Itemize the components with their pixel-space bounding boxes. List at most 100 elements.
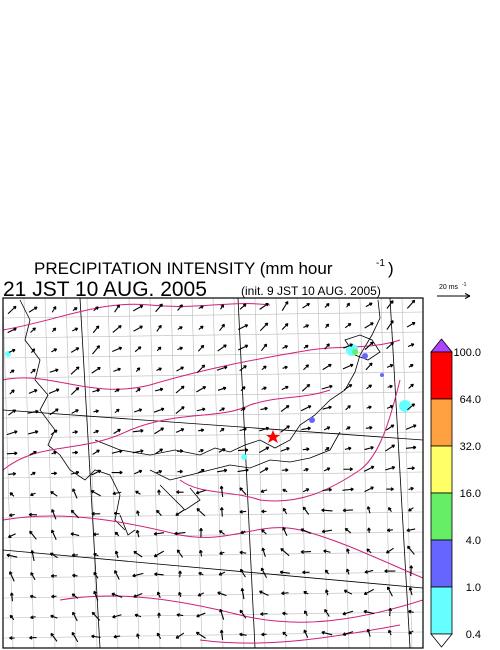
wind-arrow <box>50 573 57 578</box>
wind-arrow <box>177 304 183 311</box>
wind-arrow <box>153 550 165 558</box>
wind-arrow <box>133 325 143 332</box>
wind-arrow <box>132 428 144 433</box>
wind-arrow <box>386 341 394 350</box>
wind-arrow <box>385 466 396 471</box>
colorbar-label: 4.0 <box>466 535 481 547</box>
contour <box>199 624 401 644</box>
wind-arrow <box>28 512 38 517</box>
wind-arrow <box>8 513 15 517</box>
contour <box>3 303 271 331</box>
grid-line <box>3 298 14 648</box>
wind-arrow <box>303 629 309 638</box>
wind-arrow <box>71 593 79 599</box>
wind-arrow <box>51 306 57 313</box>
wind-arrow <box>237 468 249 473</box>
grid-line <box>3 431 423 439</box>
colorbar-label: 16.0 <box>460 488 481 500</box>
grid-line <box>3 451 423 459</box>
colorbar-box <box>430 445 453 494</box>
wind-arrow <box>112 325 122 333</box>
wind-arrow <box>388 607 393 617</box>
wind-arrow <box>324 447 330 451</box>
grid-line <box>233 298 245 648</box>
wind-arrow <box>157 612 161 618</box>
grid-line <box>65 298 77 648</box>
contour <box>3 389 331 471</box>
wind-arrow <box>174 531 186 536</box>
colorbar-box <box>430 398 453 447</box>
grid-line <box>296 298 308 648</box>
wind-arrow <box>408 630 414 635</box>
wind-arrow <box>346 568 350 575</box>
wind-arrow <box>219 407 225 412</box>
wind-arrow <box>92 532 99 537</box>
wind-arrow <box>366 384 373 390</box>
wind-arrow <box>196 612 206 618</box>
wind-arrow <box>114 408 120 414</box>
title: PRECIPITATION INTENSITY (mm hour <box>34 259 333 278</box>
wind-arrow <box>303 344 309 349</box>
wind-arrow <box>240 568 246 578</box>
colorbar-label: 100.0 <box>453 347 481 359</box>
wind-arrow <box>113 367 121 372</box>
wind-arrow <box>175 509 185 516</box>
grid-line <box>275 298 287 648</box>
wind-arrow <box>240 407 246 412</box>
title-sup: -1 <box>376 258 385 269</box>
wind-arrow <box>217 386 227 391</box>
wind-arrow <box>51 509 57 520</box>
contour <box>59 595 423 623</box>
wind-arrow <box>261 365 267 371</box>
wind-arrow <box>9 614 15 621</box>
wind-arrow <box>50 632 58 642</box>
map-border <box>2 297 424 649</box>
wind-arrow <box>364 486 374 493</box>
grid-line <box>3 511 423 519</box>
colorbar-box <box>430 586 453 635</box>
map <box>3 298 423 648</box>
time: 21 JST 10 AUG. 2005 <box>3 278 207 301</box>
wind-arrow <box>345 426 351 430</box>
wind-arrow <box>220 304 225 310</box>
wind-arrow <box>135 490 141 495</box>
wind-arrow <box>175 385 185 394</box>
wind-arrow <box>237 344 249 351</box>
wind-arrow <box>343 589 353 595</box>
wind-arrow <box>198 428 205 433</box>
grid-line <box>254 298 266 648</box>
wind-arrow <box>218 571 226 576</box>
wind-arrow <box>134 408 143 413</box>
wind-arrow <box>111 470 123 475</box>
wind-arrow <box>51 348 58 353</box>
wind-arrow <box>112 346 123 352</box>
wind-arrow <box>386 405 394 409</box>
wind-arrow <box>217 591 227 597</box>
wind-arrow <box>239 509 247 514</box>
wind-arrow <box>405 424 417 430</box>
wind-arrow <box>9 636 15 640</box>
wind-arrow <box>49 368 59 373</box>
wind-arrow <box>28 389 38 394</box>
wind-arrow <box>72 488 78 499</box>
wind-arrow <box>280 405 290 413</box>
wind-arrow <box>240 530 246 535</box>
wind-arrow <box>300 405 312 412</box>
wind-arrow <box>385 444 396 452</box>
wind-arrow <box>219 507 224 517</box>
wind-arrow <box>343 343 354 349</box>
wind-arrow <box>196 508 206 517</box>
wind-arrow <box>342 487 354 492</box>
wind-arrow <box>156 469 163 474</box>
wind-arrow <box>260 612 268 616</box>
wind-arrow <box>133 550 143 558</box>
wind-arrow <box>386 528 393 533</box>
wind-arrow <box>366 506 371 514</box>
wind-arrow <box>301 383 311 392</box>
wind-arrow <box>219 551 225 555</box>
wind-arrow <box>70 470 80 475</box>
wind-arrow <box>178 591 182 598</box>
wind-arrow <box>407 545 415 555</box>
wind-arrow <box>344 322 352 329</box>
wind-arrow <box>198 325 204 330</box>
